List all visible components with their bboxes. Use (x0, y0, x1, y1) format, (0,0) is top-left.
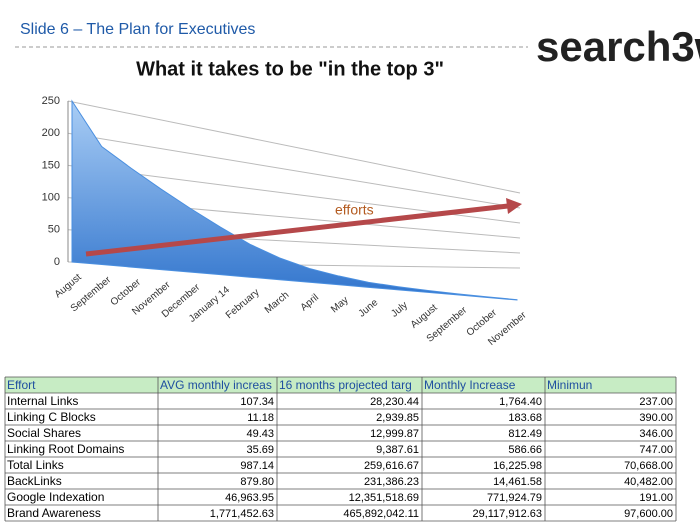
table-cell: 259,616.67 (364, 460, 419, 472)
row-label: Total Links (7, 458, 64, 472)
x-tick-label: May (329, 295, 351, 316)
x-tick-label: April (299, 292, 321, 313)
table-cell: 237.00 (639, 396, 673, 408)
table-cell: 46,963.95 (225, 492, 274, 504)
table-cell: 346.00 (639, 428, 673, 440)
y-tick-label: 150 (42, 159, 60, 171)
y-tick-label: 250 (42, 95, 60, 107)
table-cell: 28,230.44 (370, 396, 419, 408)
effort-arrow (85, 203, 509, 257)
table-cell: 14,461.58 (493, 476, 542, 488)
row-label: Google Indexation (7, 490, 104, 504)
table-cell: 812.49 (508, 428, 542, 440)
column-header: AVG monthly increas (160, 378, 272, 392)
y-tick-label: 0 (54, 256, 60, 268)
table-cell: 70,668.00 (624, 460, 673, 472)
table-cell: 16,225.98 (493, 460, 542, 472)
table-cell: 97,600.00 (624, 508, 673, 520)
row-label: Brand Awareness (7, 506, 101, 520)
table-cell: 465,892,042.11 (343, 508, 419, 520)
column-header: Effort (7, 378, 36, 392)
table-cell: 390.00 (639, 412, 673, 424)
table-cell: 40,482.00 (624, 476, 673, 488)
slide-title: Slide 6 – The Plan for Executives (20, 21, 255, 38)
table-cell: 35.69 (246, 444, 274, 456)
table-cell: 231,386.23 (364, 476, 419, 488)
table-cell: 1,764.40 (499, 396, 542, 408)
table-cell: 12,999.87 (370, 428, 419, 440)
chart-title: What it takes to be "in the top 3" (136, 58, 444, 80)
table-cell: 191.00 (639, 492, 673, 504)
table-cell: 12,351,518.69 (349, 492, 419, 504)
table: Effort AVG monthly increas 16 months proje… (4, 376, 677, 522)
chart: 050100150200250AugustSeptemberOctoberNov… (42, 95, 529, 348)
logo: search3w (536, 23, 700, 70)
table-cell: 49.43 (246, 428, 274, 440)
row-label: Internal Links (7, 394, 78, 408)
table-cell: 2,939.85 (376, 412, 419, 424)
x-tick-label: July (389, 300, 410, 320)
row-label: Linking Root Domains (7, 442, 124, 456)
area (71, 99, 518, 301)
effort-arrowhead (506, 198, 522, 214)
x-tick-label: June (357, 297, 381, 320)
table-header-bg (5, 377, 676, 393)
y-tick-label: 100 (42, 192, 60, 204)
table-cell: 771,924.79 (487, 492, 542, 504)
column-header: Monthly Increase (424, 378, 516, 392)
table-cell: 1,771,452.63 (210, 508, 274, 520)
y-tick-label: 200 (42, 127, 60, 139)
table-cell: 183.68 (508, 412, 542, 424)
grid-line (67, 100, 521, 194)
table-cell: 11.18 (247, 412, 274, 424)
column-header: 16 months projected targ (279, 378, 412, 392)
row-label: Linking C Blocks (7, 410, 96, 424)
table-cell: 586.66 (508, 444, 542, 456)
grid-line (67, 132, 521, 209)
table-cell: 9,387.61 (376, 444, 419, 456)
table-cell: 987.14 (240, 460, 274, 472)
row-label: BackLinks (7, 474, 62, 488)
table-cell: 107.34 (240, 396, 274, 408)
x-tick-label: March (263, 290, 291, 316)
table-cell: 29,117,912.63 (472, 508, 542, 520)
table-cell: 747.00 (639, 444, 673, 456)
y-tick-label: 50 (48, 224, 60, 236)
annotation: efforts (335, 202, 374, 218)
row-label: Social Shares (7, 426, 81, 440)
table-cell: 879.80 (240, 476, 274, 488)
column-header: Minimun (547, 378, 592, 392)
